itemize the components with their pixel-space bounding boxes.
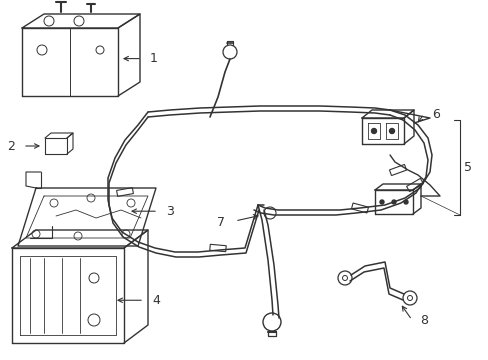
Circle shape xyxy=(379,200,383,204)
Circle shape xyxy=(403,200,407,204)
Text: 5: 5 xyxy=(463,161,471,174)
Circle shape xyxy=(371,129,376,134)
Text: 3: 3 xyxy=(165,205,174,218)
Text: 1: 1 xyxy=(150,52,158,65)
Text: 2: 2 xyxy=(7,140,15,153)
Circle shape xyxy=(391,200,395,204)
Text: 6: 6 xyxy=(431,108,439,121)
Text: 7: 7 xyxy=(217,216,224,229)
Circle shape xyxy=(389,129,394,134)
Text: 4: 4 xyxy=(152,294,160,307)
Text: 8: 8 xyxy=(419,314,427,327)
